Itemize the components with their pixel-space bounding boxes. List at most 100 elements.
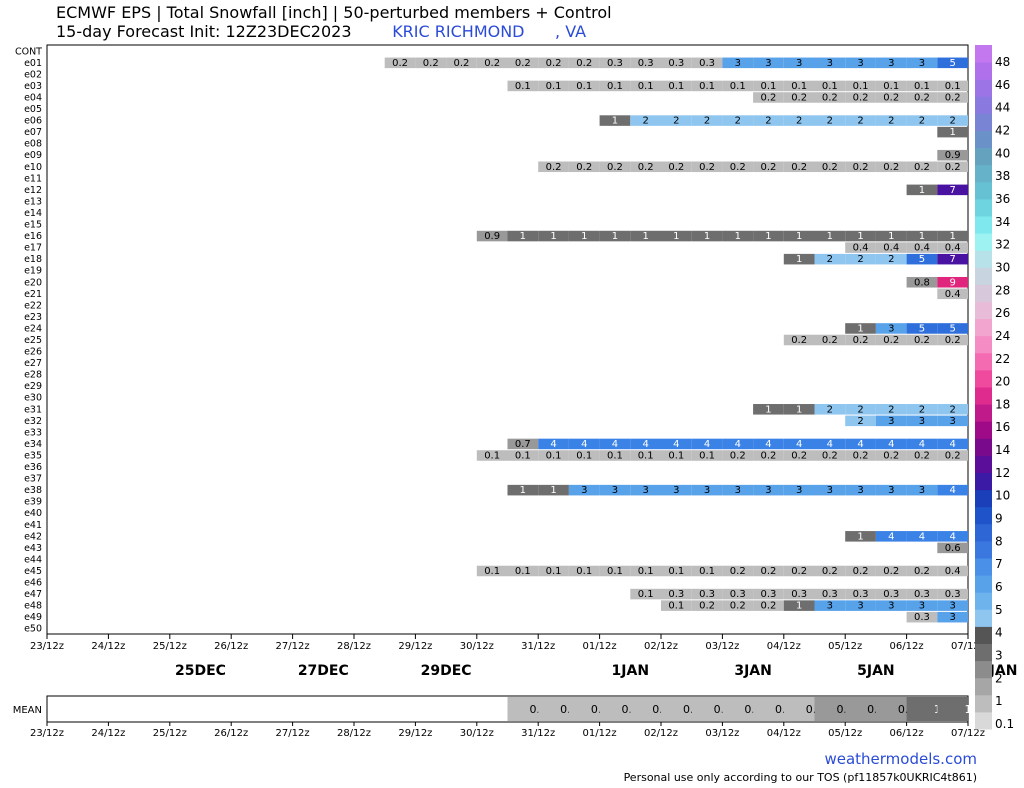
member-cell	[722, 230, 754, 242]
mean-cell	[937, 697, 968, 721]
member-label: e43	[24, 543, 42, 554]
member-cell	[691, 565, 723, 577]
member-cell	[722, 565, 754, 577]
member-cell	[783, 115, 815, 126]
member-cell	[875, 323, 907, 334]
member-cell	[906, 115, 938, 126]
member-cell	[630, 565, 661, 577]
member-cell	[783, 588, 815, 600]
cell-value: 0.2	[883, 450, 899, 461]
member-cell	[814, 450, 846, 461]
cell-value: 4	[796, 439, 802, 450]
member-cell	[753, 57, 784, 69]
member-cell	[722, 438, 754, 450]
member-label: e34	[24, 439, 42, 450]
site-link[interactable]: weathermodels.com	[824, 750, 977, 768]
cell-value: 0.2	[822, 162, 838, 173]
member-cell	[814, 334, 846, 346]
member-cell	[875, 80, 907, 92]
member-cell	[845, 115, 876, 126]
member-cell	[814, 115, 846, 126]
member-cell	[845, 334, 876, 346]
colorbar-segment	[975, 472, 992, 491]
member-cell	[630, 115, 661, 126]
cell-value: 0.1	[576, 450, 592, 461]
cell-value: 0.3	[883, 589, 899, 600]
colorbar-label: 44	[995, 101, 1010, 115]
member-label: e04	[24, 92, 42, 103]
cell-value: 0.2	[883, 335, 899, 346]
member-cell	[661, 80, 692, 92]
cell-value: 0.2	[791, 566, 807, 577]
cell-value: 0.1	[699, 81, 715, 92]
member-cell	[507, 57, 539, 69]
member-cell	[875, 230, 907, 242]
member-cell	[845, 450, 876, 461]
cell-value: 0.3	[914, 589, 930, 600]
cell-value: 0.2	[730, 450, 746, 461]
member-cell	[753, 115, 784, 126]
cell-value: 0.2	[914, 162, 930, 173]
cell-value: 0.2	[791, 92, 807, 103]
member-label: e23	[24, 312, 42, 323]
mean-x-tick-label: 28/12z	[337, 728, 371, 739]
member-cell	[937, 288, 968, 300]
member-cell	[814, 600, 846, 611]
member-cell	[783, 161, 815, 173]
cell-value: 0.8	[914, 277, 930, 288]
cell-value: 0.2	[423, 58, 439, 69]
cell-value: 2	[888, 404, 894, 415]
member-cell	[661, 565, 692, 577]
cell-value: 3	[704, 485, 710, 496]
member-cell	[630, 588, 661, 600]
member-cell	[845, 565, 876, 577]
member-cell	[875, 531, 907, 542]
cell-value: 0.2	[853, 566, 869, 577]
cell-value: 3	[735, 485, 741, 496]
member-cell	[753, 404, 784, 415]
member-cell	[906, 276, 938, 288]
colorbar-label: 16	[995, 420, 1010, 434]
cell-value: 3	[888, 416, 894, 427]
member-cell	[875, 161, 907, 173]
member-cell	[691, 80, 723, 92]
member-cell	[691, 161, 723, 173]
member-cell	[845, 404, 876, 415]
cell-value: 0.1	[638, 81, 654, 92]
member-label: e26	[24, 347, 42, 358]
member-cell	[753, 80, 784, 92]
member-label: e28	[24, 370, 42, 381]
date-label: 25DEC	[175, 663, 226, 679]
member-cell	[568, 80, 600, 92]
cell-value: 0.2	[760, 92, 776, 103]
member-cell	[599, 565, 631, 577]
cell-value: 3	[857, 601, 863, 612]
colorbar-segment	[975, 62, 992, 80]
member-label: e36	[24, 462, 42, 473]
cell-value: 4	[888, 439, 894, 450]
member-cell	[691, 438, 723, 450]
colorbar-label: 0.1	[995, 717, 1014, 731]
member-cell	[753, 92, 784, 103]
member-cell	[937, 450, 968, 461]
cell-value: 0.1	[945, 81, 961, 92]
member-cell	[599, 80, 631, 92]
member-cell	[906, 611, 938, 623]
cell-value: 2	[673, 116, 679, 127]
member-cell	[476, 450, 508, 461]
member-cell	[783, 600, 815, 611]
member-cell	[630, 80, 661, 92]
member-cell	[599, 484, 631, 496]
colorbar-label: 30	[995, 260, 1010, 274]
cell-value: 1	[581, 231, 587, 242]
x-tick-label: 28/12z	[337, 641, 371, 652]
mean-x-tick-label: 26/12z	[214, 728, 248, 739]
member-cell	[753, 230, 784, 242]
cell-value: 2	[919, 116, 925, 127]
cell-value: 0.2	[853, 92, 869, 103]
cell-value: 1	[919, 185, 925, 196]
member-cell	[937, 565, 968, 577]
member-cell	[906, 92, 938, 103]
member-cell	[937, 115, 968, 126]
member-cell	[661, 115, 692, 126]
